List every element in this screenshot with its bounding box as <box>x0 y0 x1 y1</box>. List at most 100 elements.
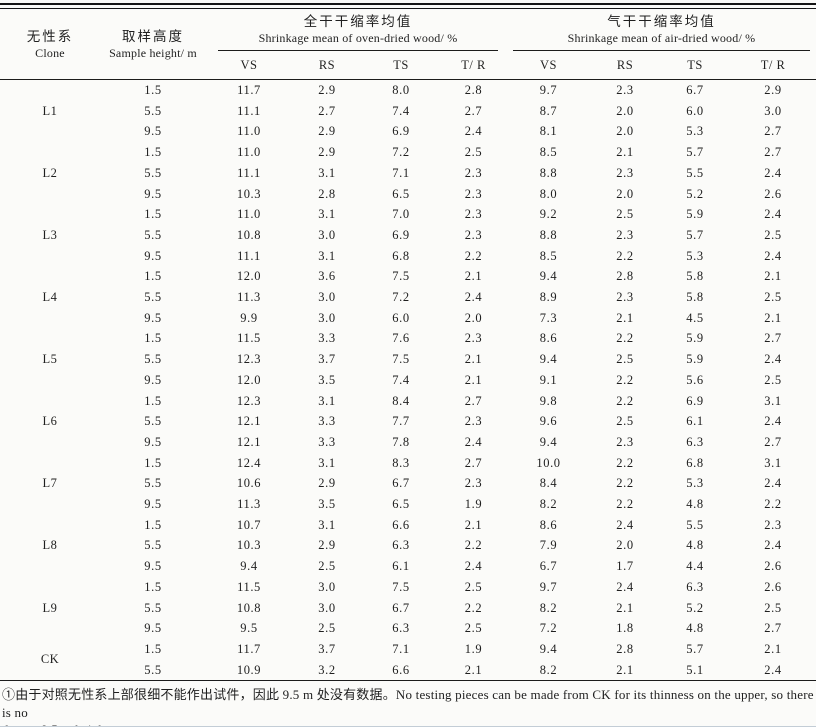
air-vs-value-cell: 6.7 <box>539 559 558 574</box>
sample-height-cell: 9.5 <box>144 559 162 574</box>
oven-tr-value-cell: 2.0 <box>464 310 483 325</box>
oven-rs-value-cell: 3.7 <box>318 641 336 656</box>
clone-label: L9 <box>42 600 58 615</box>
col-header-clone-zh: 无性系 <box>26 28 74 44</box>
oven-rs-value-cell: 3.3 <box>318 414 336 429</box>
oven-tr-value-cell: 2.8 <box>464 83 483 97</box>
oven-rs-value-cell: 2.7 <box>318 103 336 118</box>
oven-tr-value-cell: 2.4 <box>464 124 483 139</box>
oven-ts-value-cell: 6.7 <box>392 600 410 615</box>
table-row: L2 1.5 11.0 2.9 7.2 2.5 8.5 2.1 5.7 2.7 <box>0 142 816 180</box>
clone-label: L1 <box>42 103 58 118</box>
air-tr-value-cell: 2.6 <box>764 186 782 201</box>
oven-rs-value-cell: 3.0 <box>318 579 336 594</box>
table-top-rule-thin <box>0 8 816 9</box>
oven-rs-value-cell: 3.7 <box>318 352 336 367</box>
air-vs-value-cell: 7.2 <box>539 621 558 636</box>
table-row: 9.5 9.5 2.5 6.3 2.5 7.2 1.8 4.8 2.7 <box>0 618 816 639</box>
table-row: 5.5 11.1 3.1 7.1 2.3 8.8 2.3 5.5 2.4 <box>0 163 816 184</box>
sample-height-cell: 9.5 <box>144 186 162 201</box>
air-tr-value-cell: 2.4 <box>764 352 782 367</box>
air-vs-value-cell: 9.7 <box>539 83 558 97</box>
col-header-clone-en: Clone <box>35 45 65 60</box>
oven-vs-value-cell: 12.4 <box>236 455 262 470</box>
oven-vs-value-cell: 10.8 <box>236 227 262 242</box>
oven-vs-value-cell: 9.9 <box>240 310 258 325</box>
air-rs-value-cell: 2.2 <box>616 393 634 408</box>
table-row: 5.5 12.3 3.7 7.5 2.1 9.4 2.5 5.9 2.4 <box>0 349 816 370</box>
air-tr-value-cell: 2.1 <box>764 310 782 325</box>
sample-height-cell: 5.5 <box>144 227 162 242</box>
table-row: 5.5 10.9 3.2 6.6 2.1 8.2 2.1 5.1 2.4 <box>0 660 816 681</box>
air-vs-value-cell: 9.4 <box>539 641 558 656</box>
air-vs-value-cell: 8.5 <box>539 145 558 160</box>
oven-ts-value-cell: 7.0 <box>392 207 410 222</box>
sample-height-cell: 5.5 <box>144 662 162 677</box>
air-tr-value-cell: 2.7 <box>764 124 782 139</box>
oven-vs-value-cell: 11.1 <box>237 165 261 180</box>
air-ts-value-cell: 4.5 <box>686 310 704 325</box>
air-rs-value-cell: 2.2 <box>616 331 634 346</box>
oven-rs-value-cell: 2.9 <box>318 538 336 553</box>
air-rs-value-cell: 2.4 <box>616 517 634 532</box>
table-row: 9.5 11.1 3.1 6.8 2.2 8.5 2.2 5.3 2.4 <box>0 246 816 267</box>
air-rs-value-cell: 1.8 <box>616 621 634 636</box>
oven-tr-value-cell: 2.5 <box>464 621 483 636</box>
table-footnote: ①由于对照无性系上部很细不能作出试件，因此 9.5 m 处没有数据。No tes… <box>0 686 816 727</box>
air-rs-value-cell: 2.3 <box>616 165 634 180</box>
air-ts-value-cell: 5.1 <box>686 662 704 677</box>
sample-height-cell: 1.5 <box>144 641 162 656</box>
table-header: 无性系 Clone 取样高度 Sample height/ m 全干干缩率均值 … <box>0 9 816 80</box>
oven-ts-value-cell: 6.3 <box>392 538 410 553</box>
oven-vs-value-cell: 12.1 <box>236 414 262 429</box>
oven-vs-value-cell: 11.5 <box>237 579 261 594</box>
oven-tr-value-cell: 2.3 <box>464 165 483 180</box>
air-rs-value-cell: 2.0 <box>616 124 634 139</box>
oven-tr-value-cell: 2.1 <box>464 269 483 284</box>
sample-height-cell: 9.5 <box>144 310 162 325</box>
clone-label: L7 <box>42 476 58 491</box>
air-vs-value-cell: 8.0 <box>539 186 558 201</box>
col-header-clone: 无性系 Clone <box>0 9 100 80</box>
air-tr-value-cell: 2.7 <box>764 331 782 346</box>
oven-rs-value-cell: 3.6 <box>318 269 336 284</box>
oven-vs-value-cell: 11.5 <box>237 331 261 346</box>
air-ts-value-cell: 4.4 <box>686 559 704 574</box>
table-row: L6 1.5 12.3 3.1 8.4 2.7 9.8 2.2 6.9 3.1 <box>0 391 816 429</box>
sample-height-cell: 1.5 <box>144 145 162 160</box>
oven-rs-value-cell: 3.1 <box>318 165 336 180</box>
sample-height-cell: 9.5 <box>144 248 162 263</box>
air-tr-value-cell: 3.1 <box>764 393 782 408</box>
table-row: 5.5 10.8 3.0 6.9 2.3 8.8 2.3 5.7 2.5 <box>0 225 816 246</box>
air-tr-value-cell: 2.5 <box>764 227 782 242</box>
oven-ts-value-cell: 7.2 <box>392 145 410 160</box>
air-ts-value-cell: 5.7 <box>686 641 704 656</box>
air-vs-value-cell: 8.2 <box>539 600 558 615</box>
air-ts-value-cell: 6.0 <box>686 103 704 118</box>
sample-height-cell: 5.5 <box>144 476 162 491</box>
air-ts-value-cell: 5.7 <box>686 227 704 242</box>
table-row: L9 1.5 11.5 3.0 7.5 2.5 9.7 2.4 6.3 2.6 <box>0 577 816 615</box>
sample-height-cell: 5.5 <box>144 414 162 429</box>
oven-rs-value-cell: 3.0 <box>318 310 336 325</box>
footnote-line-1: ①由于对照无性系上部很细不能作出试件，因此 9.5 m 处没有数据。No tes… <box>2 687 814 720</box>
oven-tr-value-cell: 2.1 <box>464 662 483 677</box>
air-vs-value-cell: 9.6 <box>539 414 558 429</box>
col-header-height: 取样高度 Sample height/ m <box>100 9 206 80</box>
oven-vs-value-cell: 11.0 <box>237 207 261 222</box>
air-tr-value-cell: 2.2 <box>764 497 782 512</box>
oven-tr-value-cell: 1.9 <box>464 641 483 656</box>
air-ts-value-cell: 5.5 <box>686 517 704 532</box>
air-rs-value-cell: 2.5 <box>616 352 634 367</box>
oven-vs-value-cell: 10.6 <box>236 476 262 491</box>
subheader-air-vs: VS <box>507 53 591 80</box>
table-row: L5 1.5 11.5 3.3 7.6 2.3 8.6 2.2 5.9 2.7 <box>0 328 816 366</box>
air-ts-value-cell: 5.9 <box>686 352 704 367</box>
air-tr-value-cell: 2.4 <box>764 414 782 429</box>
oven-ts-value-cell: 6.7 <box>392 476 410 491</box>
oven-tr-value-cell: 2.5 <box>464 579 483 594</box>
air-vs-value-cell: 8.8 <box>539 227 558 242</box>
group-header-oven-en: Shrinkage mean of oven-dried wood/ % <box>258 31 458 45</box>
air-tr-value-cell: 2.3 <box>764 517 782 532</box>
air-vs-value-cell: 10.0 <box>536 455 561 470</box>
